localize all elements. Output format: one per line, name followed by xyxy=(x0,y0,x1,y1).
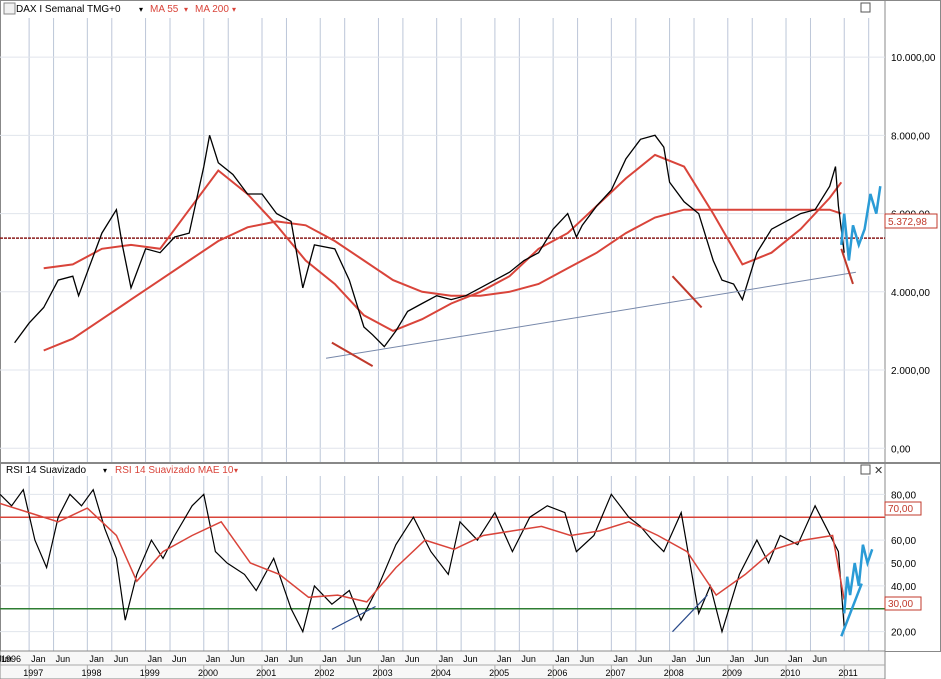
x-month-label: Jan xyxy=(89,654,104,664)
ma-200-series xyxy=(43,208,842,352)
x-month-label: Jan xyxy=(788,654,803,664)
rsi-tick-label: 40,00 xyxy=(891,582,916,593)
price-tick-label: 0,00 xyxy=(891,444,911,455)
x-month-label: Jun xyxy=(114,654,129,664)
x-month-label: Jun xyxy=(521,654,536,664)
close-icon[interactable]: ✕ xyxy=(874,465,883,477)
rsi-projection-series xyxy=(842,544,874,614)
price-tag: 5.372,98 xyxy=(884,213,938,229)
x-month-label: Jan xyxy=(206,654,221,664)
rsi-low-level-value: 30,00 xyxy=(888,599,913,610)
chevron-down-icon[interactable]: ▾ xyxy=(232,5,236,14)
x-month-label: 1996 xyxy=(1,654,21,664)
x-year-label: 2005 xyxy=(489,668,509,678)
rsi-tick-label: 80,00 xyxy=(891,490,916,501)
price-tick-label: 8.000,00 xyxy=(891,131,930,142)
current-price-box xyxy=(884,213,938,229)
x-month-label: Jun xyxy=(638,654,653,664)
rsi-trendline xyxy=(840,583,863,637)
x-month-label: Jun xyxy=(696,654,711,664)
rsi-tick-label: 20,00 xyxy=(891,628,916,639)
rsi-trendline xyxy=(331,605,376,630)
x-month-label: Jan xyxy=(730,654,745,664)
price-series xyxy=(14,134,845,348)
panel-settings-icon[interactable] xyxy=(3,2,16,15)
x-year-label: 2011 xyxy=(838,668,857,678)
x-month-label: Jan xyxy=(439,654,454,664)
price-tick-label: 2.000,00 xyxy=(891,366,930,377)
maximize-panel-icon[interactable] xyxy=(860,464,871,475)
maximize-panel-icon[interactable] xyxy=(860,2,871,13)
x-month-label: Jan xyxy=(380,654,395,664)
rsi-low-level-box xyxy=(884,596,922,611)
price-trendline xyxy=(840,248,854,285)
x-month-label: Jan xyxy=(31,654,46,664)
grid xyxy=(0,0,941,652)
axis-layer: 10.000,008.000,006.000,004.000,002.000,0… xyxy=(0,53,936,679)
rsi-ma-series xyxy=(0,502,845,603)
price-tick-label: 4.000,00 xyxy=(891,288,930,299)
price-projection-series xyxy=(840,186,882,261)
rsi-ma-label[interactable]: RSI 14 Suavizado MAE 10 xyxy=(115,465,234,476)
x-month-label: Jan xyxy=(148,654,163,664)
rsi-high-level-value: 70,00 xyxy=(888,504,913,515)
x-month-label: Jun xyxy=(812,654,827,664)
x-year-label: 2003 xyxy=(373,668,393,678)
x-year-label: 2010 xyxy=(780,668,800,678)
price-trendline xyxy=(331,341,374,367)
x-year-label: 1997 xyxy=(23,668,43,678)
x-year-label: 1998 xyxy=(82,668,102,678)
rsi-panel-header: RSI 14 Suavizado ▾ RSI 14 Suavizado MAE … xyxy=(6,464,883,477)
x-month-label: Jun xyxy=(56,654,71,664)
x-year-label: 2006 xyxy=(547,668,567,678)
x-month-label: Jan xyxy=(555,654,570,664)
symbol-label[interactable]: DAX I Semanal TMG+0 xyxy=(16,4,121,15)
chevron-down-icon[interactable]: ▾ xyxy=(103,466,107,475)
chevron-down-icon[interactable]: ▾ xyxy=(139,5,143,14)
x-year-label: 2000 xyxy=(198,668,218,678)
rsi-trendline xyxy=(672,594,708,633)
x-year-label: 2004 xyxy=(431,668,451,678)
x-month-label: Jun xyxy=(288,654,303,664)
x-year-label: 1999 xyxy=(140,668,160,678)
x-year-label: 2009 xyxy=(722,668,742,678)
rsi-tick-label: 50,00 xyxy=(891,559,916,570)
x-month-label: Jan xyxy=(497,654,512,664)
price-trendline xyxy=(671,275,703,309)
x-month-label: Jan xyxy=(322,654,337,664)
ma-fast-label[interactable]: MA 55 xyxy=(150,4,179,15)
price-tick-label: 10.000,00 xyxy=(891,53,936,64)
rsi-tick-label: 60,00 xyxy=(891,536,916,547)
x-month-label: Jan xyxy=(672,654,687,664)
x-year-label: 2002 xyxy=(314,668,334,678)
x-month-label: Jun xyxy=(754,654,769,664)
rsi-label[interactable]: RSI 14 Suavizado xyxy=(6,465,86,476)
ma-slow-label[interactable]: MA 200 xyxy=(195,4,229,15)
x-month-label: Jun xyxy=(463,654,478,664)
x-month-label: Jun xyxy=(347,654,362,664)
x-year-label: 2007 xyxy=(606,668,626,678)
x-month-label: Jun xyxy=(405,654,420,664)
chevron-down-icon[interactable]: ▾ xyxy=(184,5,188,14)
price-panel-header: DAX I Semanal TMG+0 ▾ MA 55 ▾ MA 200 ▾ xyxy=(3,2,871,15)
x-month-label: Jan xyxy=(613,654,628,664)
ma-55-series xyxy=(43,153,843,333)
chevron-down-icon[interactable]: ▾ xyxy=(234,466,238,475)
x-month-label: Jun xyxy=(172,654,187,664)
x-month-label: Jan xyxy=(264,654,279,664)
current-price-value: 5.372,98 xyxy=(888,217,927,228)
series-layer xyxy=(0,134,885,637)
x-year-label: 2008 xyxy=(664,668,684,678)
x-month-label: Jun xyxy=(0,654,12,664)
price-trendline xyxy=(325,271,856,359)
rsi-level-tags: 70,00 30,00 xyxy=(884,501,922,611)
x-month-label: Jun xyxy=(580,654,595,664)
x-year-label: 2001 xyxy=(256,668,276,678)
x-month-label: Jun xyxy=(230,654,245,664)
rsi-high-level-box xyxy=(884,501,922,516)
